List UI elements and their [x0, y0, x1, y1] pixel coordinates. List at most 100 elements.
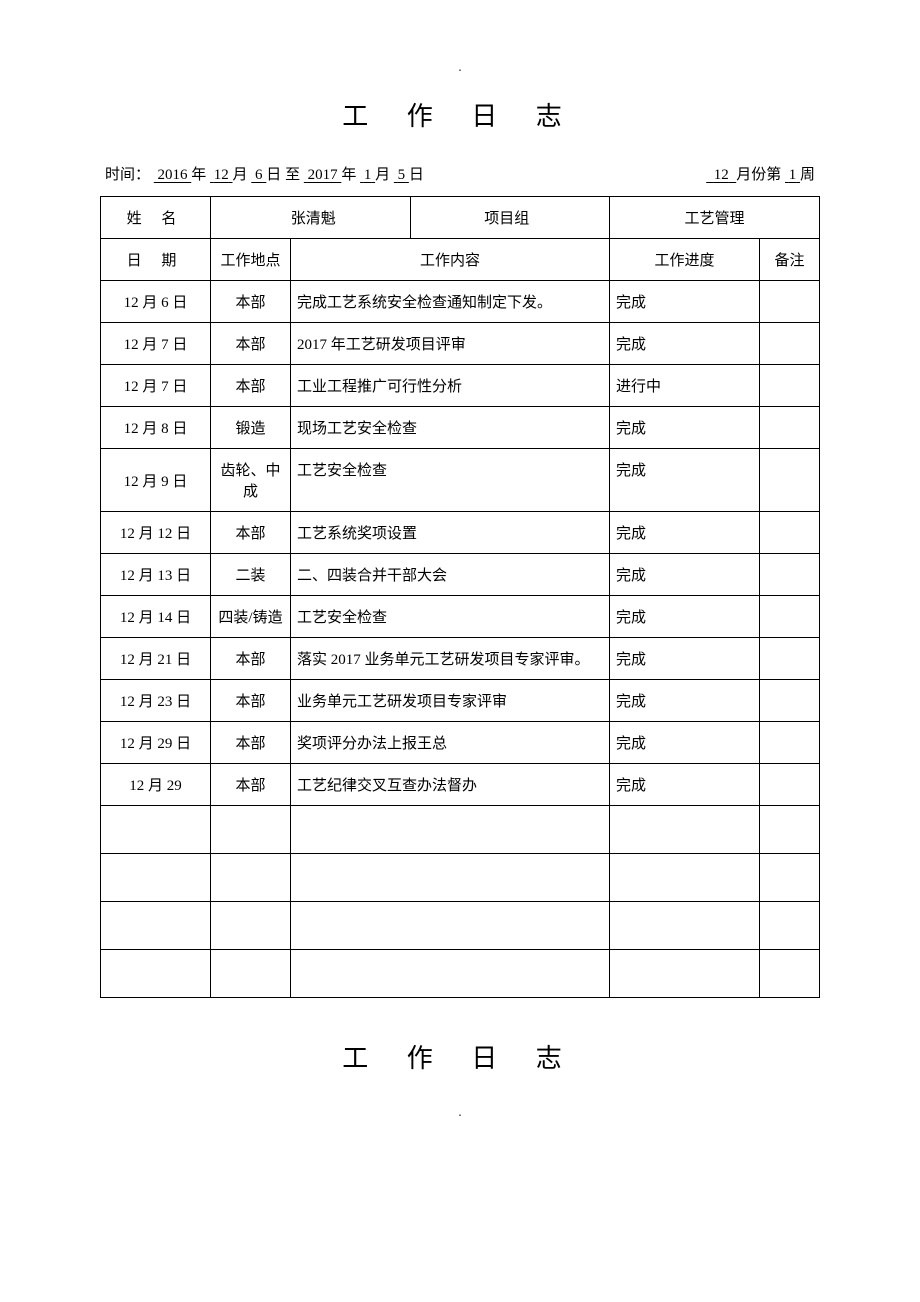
progress-cell: 完成 — [609, 764, 759, 806]
progress-cell: 完成 — [609, 512, 759, 554]
note-header: 备注 — [759, 239, 819, 281]
table-row: 12 月 14 日四装/铸造工艺安全检查完成 — [101, 596, 820, 638]
content-cell: 工艺安全检查 — [291, 596, 610, 638]
day-from: 6 — [251, 167, 266, 183]
year-to: 2017 — [304, 167, 342, 183]
date-cell: 12 月 7 日 — [101, 365, 211, 407]
month-of-suffix: 月份第 — [736, 167, 781, 183]
week-num: 1 — [785, 167, 800, 183]
table-row-empty — [101, 902, 820, 950]
note-cell — [759, 449, 819, 512]
day-suffix: 日 — [266, 167, 281, 183]
date-cell: 12 月 8 日 — [101, 407, 211, 449]
empty-cell — [101, 806, 211, 854]
project-label: 项目组 — [411, 207, 604, 228]
date-cell: 12 月 29 日 — [101, 722, 211, 764]
name-label-cell: 姓 名 — [101, 197, 211, 239]
content-cell: 工艺系统奖项设置 — [291, 512, 610, 554]
empty-cell — [759, 950, 819, 998]
empty-cell — [101, 902, 211, 950]
note-cell — [759, 596, 819, 638]
month-from-value: 12 — [214, 167, 229, 183]
month-from: 12 — [210, 167, 233, 183]
note-cell — [759, 722, 819, 764]
content-cell: 工艺纪律交叉互查办法督办 — [291, 764, 610, 806]
page: . 工 作 日 志 时间： 2016 年 12 月 6 日 至 2017 年 1… — [0, 0, 920, 1161]
table-row: 12 月 8 日锻造现场工艺安全检查完成 — [101, 407, 820, 449]
content-cell: 落实 2017 业务单元工艺研发项目专家评审。 — [291, 638, 610, 680]
content-header: 工作内容 — [291, 239, 610, 281]
week-num-value: 1 — [789, 167, 797, 183]
progress-cell: 完成 — [609, 638, 759, 680]
note-cell — [759, 365, 819, 407]
location-cell: 四装/铸造 — [211, 596, 291, 638]
location-cell: 本部 — [211, 512, 291, 554]
progress-cell: 完成 — [609, 449, 759, 512]
note-cell — [759, 764, 819, 806]
month-of-value: 12 — [714, 167, 729, 183]
year-suffix-2: 年 — [341, 167, 356, 183]
year-from-value: 2016 — [158, 167, 188, 183]
name-value-cell: 张清魁 项目组 — [211, 197, 610, 239]
empty-cell — [291, 950, 610, 998]
empty-cell — [291, 902, 610, 950]
date-cell: 12 月 6 日 — [101, 281, 211, 323]
note-cell — [759, 638, 819, 680]
location-cell: 本部 — [211, 365, 291, 407]
year-from: 2016 — [154, 167, 192, 183]
note-cell — [759, 554, 819, 596]
empty-cell — [211, 902, 291, 950]
empty-cell — [609, 950, 759, 998]
table-row: 12 月 7 日本部工业工程推广可行性分析进行中 — [101, 365, 820, 407]
empty-cell — [101, 950, 211, 998]
note-cell — [759, 323, 819, 365]
note-cell — [759, 281, 819, 323]
empty-cell — [609, 902, 759, 950]
empty-cell — [759, 902, 819, 950]
content-cell: 现场工艺安全检查 — [291, 407, 610, 449]
progress-cell: 完成 — [609, 722, 759, 764]
date-cell: 12 月 14 日 — [101, 596, 211, 638]
table-row: 12 月 9 日齿轮、中成工艺安全检查完成 — [101, 449, 820, 512]
table-row-empty — [101, 950, 820, 998]
location-cell: 二装 — [211, 554, 291, 596]
content-cell: 工艺安全检查 — [291, 449, 610, 512]
empty-cell — [759, 806, 819, 854]
location-cell: 锻造 — [211, 407, 291, 449]
day-to: 5 — [394, 167, 409, 183]
content-cell: 工业工程推广可行性分析 — [291, 365, 610, 407]
day-from-value: 6 — [255, 167, 263, 183]
month-suffix: 月 — [233, 167, 248, 183]
location-cell: 本部 — [211, 722, 291, 764]
table-row: 12 月 13 日二装二、四装合并干部大会完成 — [101, 554, 820, 596]
time-label: 时间： — [105, 167, 150, 183]
location-cell: 本部 — [211, 638, 291, 680]
page-marker-bottom: . — [100, 1105, 820, 1121]
month-suffix-2: 月 — [375, 167, 390, 183]
to-label: 至 — [285, 167, 304, 183]
empty-cell — [101, 854, 211, 902]
table-row-empty — [101, 854, 820, 902]
note-cell — [759, 512, 819, 554]
table-header-row-2: 日 期 工作地点 工作内容 工作进度 备注 — [101, 239, 820, 281]
month-to: 1 — [360, 167, 375, 183]
date-cell: 12 月 21 日 — [101, 638, 211, 680]
page-title-2: 工 作 日 志 — [100, 1038, 820, 1075]
project-value-cell: 工艺管理 — [609, 197, 819, 239]
content-cell: 二、四装合并干部大会 — [291, 554, 610, 596]
progress-header: 工作进度 — [609, 239, 759, 281]
progress-cell: 完成 — [609, 323, 759, 365]
day-suffix-2: 日 — [409, 167, 424, 183]
table-row: 12 月 29本部工艺纪律交叉互查办法督办完成 — [101, 764, 820, 806]
location-cell: 本部 — [211, 680, 291, 722]
date-range-right: 12 月份第 1 周 — [706, 163, 815, 184]
year-to-value: 2017 — [308, 167, 338, 183]
name-value: 张清魁 — [217, 197, 411, 238]
table-row-empty — [101, 806, 820, 854]
table-row: 12 月 29 日本部奖项评分办法上报王总完成 — [101, 722, 820, 764]
empty-cell — [211, 854, 291, 902]
table-row: 12 月 21 日本部落实 2017 业务单元工艺研发项目专家评审。完成 — [101, 638, 820, 680]
empty-cell — [291, 854, 610, 902]
year-suffix: 年 — [191, 167, 206, 183]
empty-cell — [759, 854, 819, 902]
